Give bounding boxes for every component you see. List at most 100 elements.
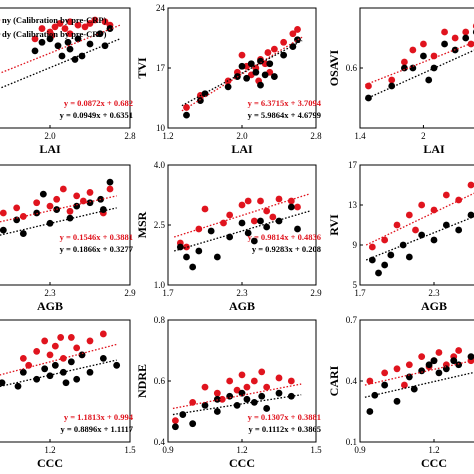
x-axis-label: CCC bbox=[229, 456, 255, 470]
plot-frame bbox=[359, 319, 474, 443]
data-point-red bbox=[412, 226, 419, 234]
equation-red: y = 0.9814x + 0.4836 bbox=[248, 232, 321, 242]
data-point-red bbox=[41, 337, 49, 345]
data-point-red bbox=[46, 351, 54, 359]
data-point-red bbox=[264, 49, 272, 56]
data-point-red bbox=[238, 51, 246, 59]
plot-area bbox=[181, 26, 303, 119]
data-point-black bbox=[393, 397, 401, 405]
data-point-red bbox=[66, 207, 74, 215]
y-axis-label: RVI bbox=[327, 214, 341, 236]
x-axis-label: LAI bbox=[423, 142, 445, 156]
data-point-red bbox=[61, 25, 69, 32]
data-point-red bbox=[368, 243, 376, 251]
data-point-red bbox=[238, 201, 246, 209]
data-point-red bbox=[201, 205, 209, 213]
data-point-red bbox=[56, 20, 64, 27]
data-point-black bbox=[213, 395, 221, 403]
data-point-black bbox=[33, 375, 41, 383]
data-point-red bbox=[393, 221, 401, 229]
data-point-red bbox=[401, 381, 408, 389]
equation-black: y = 5.9864x + 4.6799 bbox=[248, 110, 321, 120]
x-axis-label: CCC bbox=[421, 456, 447, 470]
x-tick-label: 1.2 bbox=[428, 445, 439, 455]
data-point-red bbox=[213, 389, 221, 397]
y-axis-label: MSR bbox=[135, 211, 149, 238]
panel-p6: 1.72.3591317AGBRVIy = 6.91y = 6.08 bbox=[327, 160, 474, 313]
data-point-black bbox=[410, 385, 418, 393]
data-point-red bbox=[418, 201, 426, 209]
data-point-red bbox=[462, 28, 470, 36]
data-point-black bbox=[78, 351, 86, 359]
data-point-red bbox=[451, 34, 459, 42]
x-axis-label: AGB bbox=[229, 299, 255, 313]
y-tick-label: 24 bbox=[156, 3, 166, 13]
x-tick-label: 1.5 bbox=[310, 445, 322, 455]
data-point-black bbox=[430, 236, 438, 244]
data-point-red bbox=[66, 18, 74, 26]
data-point-red bbox=[46, 202, 54, 210]
data-point-black bbox=[375, 269, 382, 277]
data-point-black bbox=[73, 375, 81, 383]
data-point-red bbox=[365, 82, 372, 90]
data-point-black bbox=[38, 38, 46, 46]
equation-black: y = 0.0949x + 0.6351 bbox=[60, 110, 133, 120]
data-point-red bbox=[250, 217, 258, 225]
data-point-black bbox=[106, 178, 114, 186]
data-point-red bbox=[86, 20, 94, 27]
y-tick-label: 0.8 bbox=[154, 315, 166, 325]
data-point-black bbox=[420, 52, 427, 60]
plot-frame bbox=[359, 164, 474, 286]
x-axis-label: CCC bbox=[37, 456, 63, 470]
x-tick-label: 0.9 bbox=[162, 445, 174, 455]
x-tick-label: 2.3 bbox=[236, 288, 248, 298]
y-axis-label: CARI bbox=[327, 365, 341, 396]
data-point-black bbox=[441, 40, 448, 48]
data-point-black bbox=[195, 247, 203, 255]
data-point-red bbox=[33, 199, 41, 207]
data-point-black bbox=[381, 261, 389, 269]
y-tick-label: 2.5 bbox=[154, 220, 166, 230]
data-point-red bbox=[86, 189, 94, 196]
data-point-black bbox=[289, 43, 297, 50]
data-point-black bbox=[381, 381, 389, 389]
data-point-black bbox=[257, 57, 264, 65]
x-tick-label: 2.8 bbox=[124, 131, 136, 141]
data-point-red bbox=[405, 211, 413, 219]
regression-line-black bbox=[0, 207, 117, 236]
plot-area bbox=[173, 193, 311, 271]
panel-p8: 0.9 1.2 1.5 0.4 0.6 0.8 CCC NDRE y = 0.1307x + 0… bbox=[135, 315, 322, 470]
x-tick-label: 2.0 bbox=[44, 131, 56, 141]
x-tick-label: 1.2 bbox=[162, 131, 173, 141]
data-point-black bbox=[399, 241, 407, 249]
x-axis-label: LAI bbox=[39, 142, 61, 156]
equation-red: y = 0.1307x + 0.3881 bbox=[248, 412, 321, 422]
regression-line-black bbox=[365, 49, 474, 100]
equation-red: y = 1.1813x + 0.994 bbox=[64, 412, 134, 422]
y-tick-label: 0.1 bbox=[346, 437, 357, 447]
data-point-black bbox=[201, 402, 209, 409]
y-axis-label: OSAVI bbox=[327, 49, 341, 86]
data-point-red bbox=[53, 195, 61, 203]
data-point-black bbox=[243, 395, 251, 403]
plot-area bbox=[365, 181, 474, 277]
panel-p5: 1.7 2.3 2.9 1.0 2.5 4.0 AGB MSR y = 0.9814x + 0.… bbox=[135, 160, 322, 313]
data-point-red bbox=[430, 206, 438, 214]
data-point-red bbox=[442, 191, 450, 199]
y-tick-label: 4.0 bbox=[154, 160, 166, 170]
panel-p2: 1.2 2.0 2.8 10 17 24 LAI TVI y = 6.3715x + 3.709… bbox=[135, 3, 322, 156]
data-point-red bbox=[57, 334, 65, 341]
data-point-red bbox=[81, 23, 89, 31]
data-point-red bbox=[280, 38, 288, 46]
data-point-red bbox=[270, 45, 278, 53]
y-axis-label: TVI bbox=[135, 57, 149, 79]
data-point-black bbox=[365, 94, 372, 102]
data-point-black bbox=[238, 62, 246, 70]
panel-p4: 2.3 2.9 AGB y = 0.1546x + 0.3881 y = 0.1866x… bbox=[0, 164, 136, 313]
data-point-red bbox=[226, 377, 234, 385]
x-tick-label: 1.5 bbox=[124, 445, 136, 455]
data-point-black bbox=[371, 391, 379, 399]
data-point-black bbox=[401, 64, 408, 72]
data-point-black bbox=[435, 369, 443, 377]
data-point-black bbox=[455, 361, 463, 369]
